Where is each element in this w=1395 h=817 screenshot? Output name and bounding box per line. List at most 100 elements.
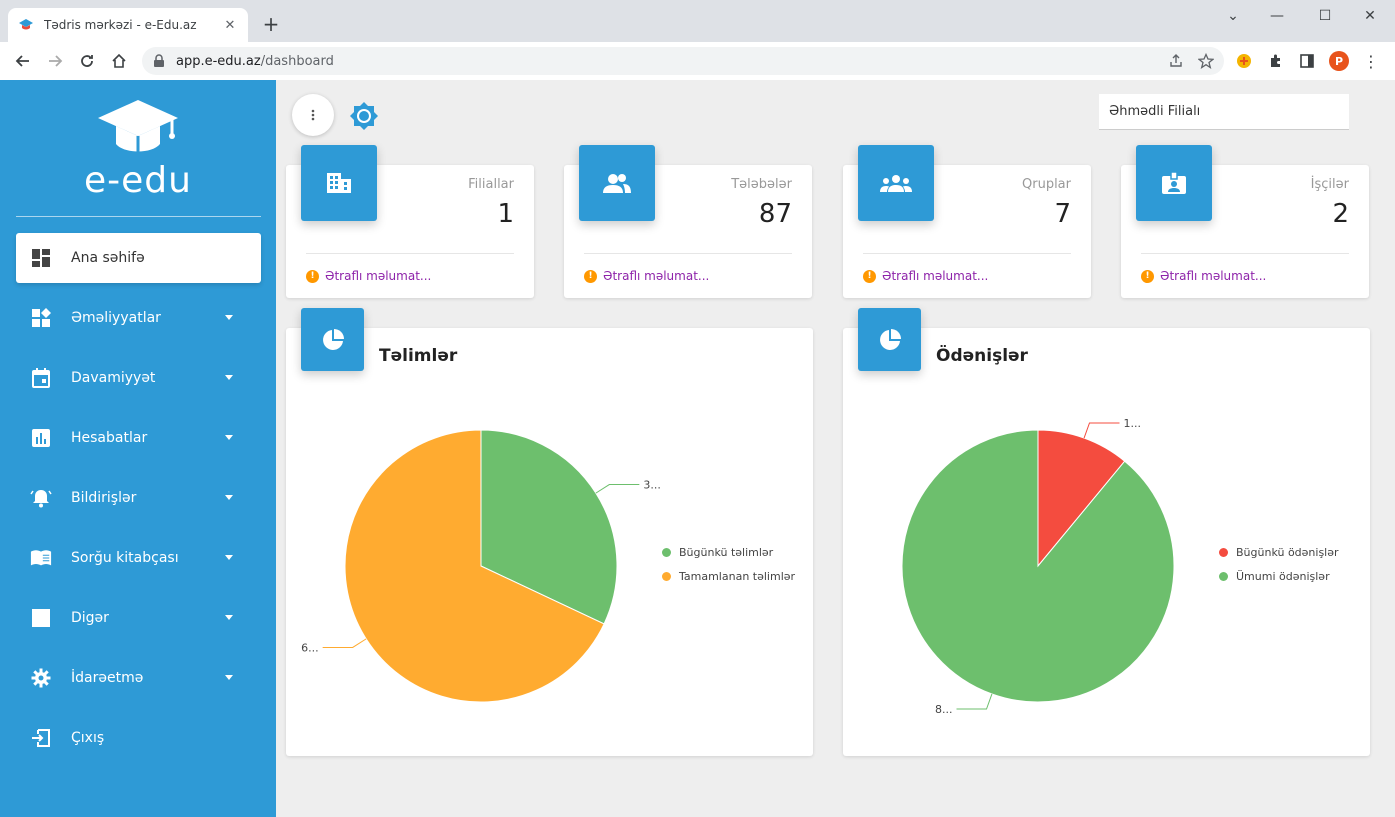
more-info-link[interactable]: ! Ətraflı məlumat... [1141,269,1266,283]
sidebar-item-label: Digər [71,610,109,626]
dashboard-icon [30,247,52,269]
divider [863,253,1071,254]
gear-icon [30,667,52,689]
legend-label: Bügünkü təlimlər [679,545,774,559]
logo[interactable]: e-edu [0,98,276,208]
browser-chrome: Tədris mərkəzi - e-Edu.az ✕ + ⌄ — ☐ ✕ ap… [0,0,1395,80]
puzzle-icon[interactable] [1266,51,1286,71]
sidebar-item-cixis[interactable]: Çıxış [16,713,261,763]
book-icon [30,547,52,569]
side-panel-icon[interactable] [1297,51,1317,71]
graduation-cap-favicon-icon [19,19,33,30]
sidebar-item-label: Bildirişlər [71,490,137,506]
share-icon[interactable] [1168,53,1184,69]
chevron-down-icon [225,375,233,380]
sidebar-item-label: Çıxış [71,730,105,746]
brightness-icon [350,102,378,130]
browser-menu-icon[interactable]: ⋮ [1363,51,1379,71]
bookmark-star-icon[interactable] [1198,53,1214,69]
more-info-label: Ətraflı məlumat... [325,269,432,283]
divider [306,253,514,254]
pie-slice-1[interactable] [901,429,1175,703]
home-icon [112,53,126,68]
info-icon: ! [1141,269,1154,283]
building-icon [301,145,377,221]
legend-item[interactable]: Ümumi ödənişlər [1219,564,1339,588]
legend-label: Ümumi ödənişlər [1236,569,1330,583]
stat-label: Qruplar [1022,177,1071,192]
sidebar-item-sorgu-kitabcasi[interactable]: Sorğu kitabçası [16,533,261,583]
pie-chart-icon [858,308,921,371]
divider [584,253,792,254]
chevron-down-icon [225,315,233,320]
close-window-button[interactable]: ✕ [1364,8,1376,24]
stat-card-filiallar: Filiallar 1 ! Ətraflı məlumat... [286,145,534,298]
sidebar-item-davamiyyet[interactable]: Davamiyyət [16,353,261,403]
tab-search-icon[interactable]: ⌄ [1227,8,1239,24]
bell-icon [30,487,52,509]
maximize-button[interactable]: ☐ [1318,8,1332,24]
sidebar-item-label: Hesabatlar [71,430,148,446]
leader-line-0 [1083,422,1120,439]
more-info-link[interactable]: ! Ətraflı məlumat... [584,269,709,283]
stat-card-isciler: İşçilər 2 ! Ətraflı məlumat... [1121,145,1369,298]
legend-label: Tamamlanan təlimlər [679,569,796,583]
legend-swatch-1 [1219,571,1228,581]
sidebar-item-idareetme[interactable]: İdarəetmə [16,653,261,703]
badge-icon [1136,145,1212,221]
sidebar-item-ana-sehife[interactable]: Ana səhifə [16,233,261,283]
sidebar-item-emeliyyatlar[interactable]: Əməliyyatlar [16,293,261,343]
more-info-label: Ətraflı məlumat... [603,269,710,283]
info-icon: ! [584,269,597,283]
back-button[interactable] [12,50,34,72]
sidebar-item-bildirisler[interactable]: Bildirişlər [16,473,261,523]
tab-close-icon[interactable]: ✕ [224,17,236,33]
bar-chart-icon [30,427,52,449]
url-host: app.e-edu.az [176,53,261,69]
url-text: app.e-edu.az/dashboard [176,54,334,69]
branch-select[interactable]: Əhmədli Filialı [1099,94,1349,130]
more-info-link[interactable]: ! Ətraflı məlumat... [306,269,431,283]
forward-button[interactable] [44,50,66,72]
legend-swatch-0 [1219,547,1228,557]
legend-item[interactable]: Tamamlanan təlimlər [662,564,795,588]
sidebar-item-label: Sorğu kitabçası [71,550,179,566]
browser-tab[interactable]: Tədris mərkəzi - e-Edu.az ✕ [8,8,248,42]
chevron-down-icon [225,495,233,500]
chart-card-odenisler: 1... 8... Ödənişlər Bügünkü ödənişlər Ümu… [843,308,1370,756]
address-bar[interactable]: app.e-edu.az/dashboard [142,47,1224,75]
stat-value: 7 [1054,199,1071,229]
minimize-button[interactable]: — [1270,8,1284,24]
people-icon [579,145,655,221]
sidebar-item-diger[interactable]: Digər [16,593,261,643]
extension-icon[interactable] [1234,51,1254,71]
divider [1141,253,1349,254]
data-label-0: 1... [1123,417,1141,430]
more-options-button[interactable] [292,94,334,136]
sidebar-item-hesabatlar[interactable]: Hesabatlar [16,413,261,463]
sidebar-divider [16,216,261,217]
leader-line-0 [595,484,640,494]
home-button[interactable] [108,50,130,72]
profile-avatar[interactable]: P [1329,51,1349,71]
tab-title: Tədris mərkəzi - e-Edu.az [44,18,197,32]
new-tab-button[interactable]: + [262,12,280,36]
brand-name: e-edu [84,160,192,201]
logout-icon [30,727,52,749]
pie-slice-0[interactable] [480,429,618,625]
legend-item[interactable]: Bügünkü təlimlər [662,540,795,564]
chevron-down-icon [225,675,233,680]
chart-card-telimler: 3... 6... Təlimlər Bügünkü təlimlər Tamam… [286,308,813,756]
data-label-1: 6... [301,641,319,654]
theme-toggle-button[interactable] [348,100,380,132]
data-label-1: 8... [935,703,953,716]
stat-value: 2 [1332,199,1349,229]
chevron-down-icon [225,435,233,440]
reload-button[interactable] [76,50,98,72]
legend-swatch-1 [662,571,671,581]
more-info-link[interactable]: ! Ətraflı məlumat... [863,269,988,283]
legend-item[interactable]: Bügünkü ödənişlər [1219,540,1339,564]
url-path: /dashboard [260,53,334,69]
stat-label: Tələbələr [731,177,792,192]
chevron-down-icon [225,555,233,560]
